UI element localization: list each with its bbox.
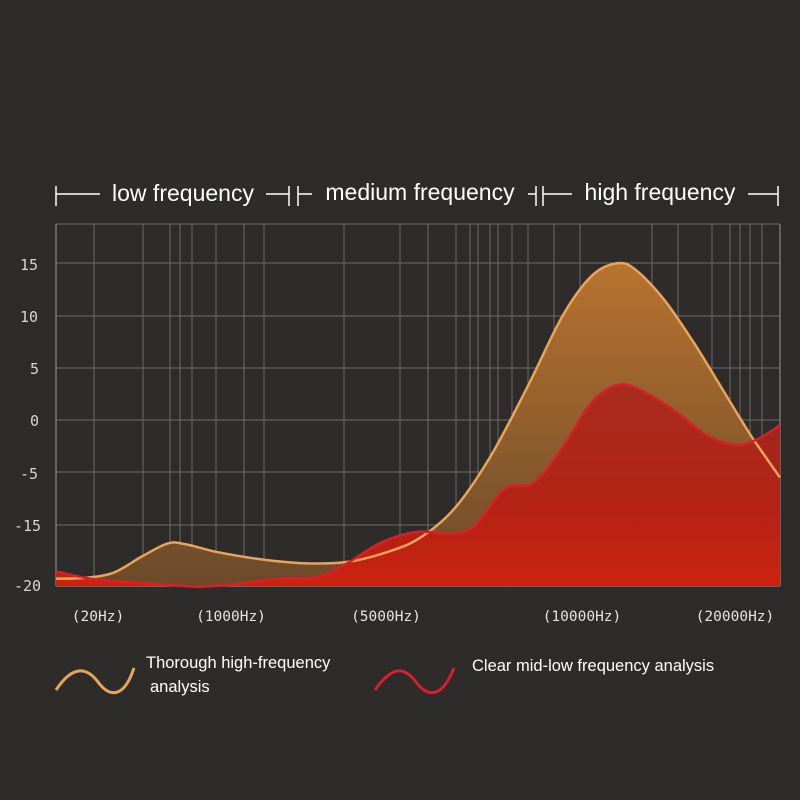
area-mid-low-frequency [56,384,780,587]
x-tick-label: (5000Hz) [351,609,421,625]
line-high-frequency [55,261,782,580]
band-label-medium: medium frequency [325,179,515,205]
y-tick-label: -20 [14,577,41,595]
x-tick-label: (1000Hz) [196,609,266,625]
y-tick-label: -15 [14,517,41,535]
legend-swatch-mid-low-frequency [373,667,456,695]
band-label-high: high frequency [585,179,736,205]
x-tick-label: (20000Hz) [696,609,775,625]
legend-label-mid-low-frequency: Clear mid-low frequency analysis [472,657,714,675]
x-tick-label: (20Hz) [72,609,124,625]
x-tick-label: (10000Hz) [543,609,622,625]
y-tick-label: 5 [30,360,39,378]
y-tick-label: 0 [30,412,39,430]
legend-label-high-frequency-line1: Thorough high-frequency [146,654,331,672]
legend-swatch-high-frequency [54,667,136,695]
legend-label-high-frequency-line2: analysis [150,678,210,696]
y-tick-label: -5 [20,465,38,483]
frequency-band-header [55,186,779,206]
line-mid-low-frequency [55,383,781,589]
band-label-low: low frequency [112,180,254,206]
y-tick-label: 10 [20,308,38,326]
y-tick-label: 15 [20,256,38,274]
